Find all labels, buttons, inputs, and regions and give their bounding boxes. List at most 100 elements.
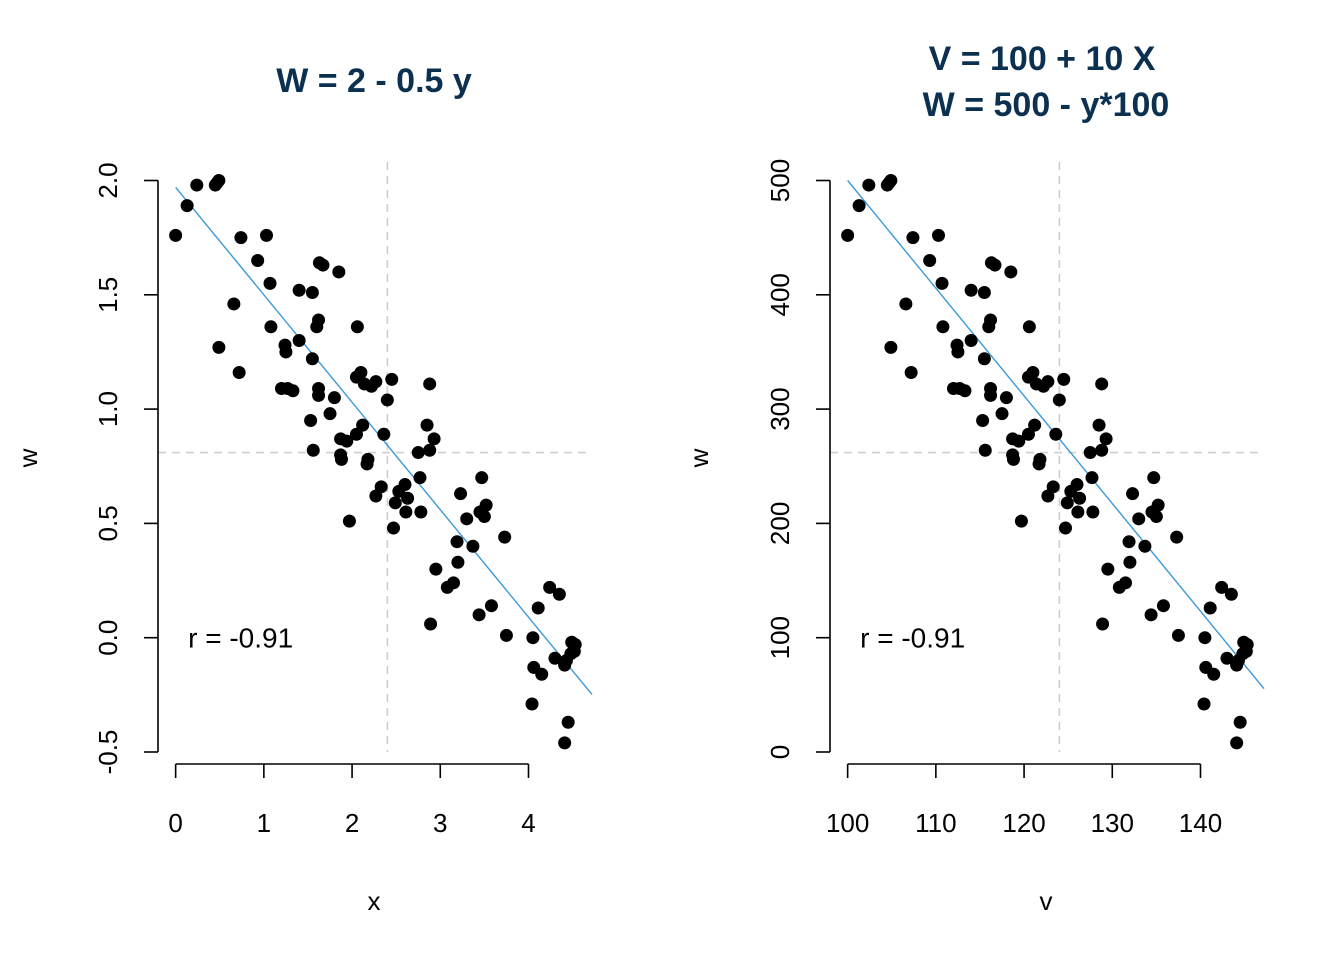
left-data-point [251,254,265,268]
right-data-point [1021,427,1035,441]
left-data-point [558,658,572,672]
right-data-point [1096,617,1110,631]
left-x-tick-label: 3 [433,808,447,838]
right-data-point [995,407,1009,421]
left-data-point [264,320,278,334]
left-data-point [454,487,468,501]
right-data-point [1123,555,1137,569]
left-data-point [413,471,427,485]
right-y-axis-label: w [684,448,714,468]
left-data-point [423,377,437,391]
right-x-axis-label: v [1040,886,1053,916]
left-data-point [472,608,486,622]
right-data-point [984,313,998,327]
left-data-point [312,313,326,327]
right-x-tick-label: 120 [1002,808,1045,838]
right-x-tick-label: 140 [1179,808,1222,838]
right-data-point [1033,452,1047,466]
right-data-point [988,258,1002,272]
right-data-point [1122,535,1136,549]
left-data-point [234,231,248,245]
right-data-point [935,276,949,290]
right-data-point [1086,505,1100,519]
left-data-point [279,345,293,359]
right-data-point [1215,580,1229,594]
right-data-point [899,297,913,311]
left-data-point [535,667,549,681]
right-data-point [1041,375,1055,389]
right-scatter-panel: V = 100 + 10 X W = 500 - y*100 100 110 120… [684,40,1265,916]
right-correlation-annotation: r = -0.91 [860,623,965,654]
right-data-point [906,231,920,245]
right-data-point [1071,505,1085,519]
left-data-point [525,697,539,711]
left-data-point [414,505,428,519]
right-data-point [932,228,945,242]
left-y-tick-label: 0.5 [93,505,123,541]
right-data-point [978,443,992,457]
left-data-point [356,418,370,432]
right-chart-title-line-1: V = 100 + 10 X [929,40,1156,78]
right-data-point [1132,512,1146,526]
left-scatter-panel: W = 2 - 0.5 y 0 1 2 3 4 -0.5 0.0 0.5 1.0 1.5 2.0 x… [13,62,593,916]
left-data-point [466,539,480,553]
right-data-point [923,254,937,268]
left-y-tick-label: 2.0 [93,162,123,198]
right-data-points [841,174,1254,750]
right-data-point [1101,562,1115,576]
right-data-point [1028,418,1042,432]
left-data-point [399,505,413,519]
right-data-point [1099,432,1113,446]
left-data-point [479,498,493,512]
right-data-point [1095,443,1109,457]
left-data-point [350,320,364,334]
left-data-point [411,446,425,460]
right-axes: 100 110 120 130 140 0 100 200 300 400 500 [765,159,1222,838]
left-data-point [475,471,489,485]
left-data-point [305,286,319,300]
right-data-point [977,286,991,300]
right-x-tick-label: 110 [915,808,956,838]
left-data-point [316,258,330,272]
left-data-point [499,628,513,642]
left-data-point [380,393,394,407]
right-reference-lines [830,162,1264,752]
left-data-point [420,418,434,432]
left-data-point [312,388,326,402]
right-data-point [1171,628,1185,642]
left-x-tick-label: 2 [345,808,359,838]
left-data-point [369,375,383,389]
right-data-point [1022,320,1036,334]
right-data-point [1006,452,1020,466]
left-fit-line [175,186,593,695]
left-data-point [423,443,437,457]
right-data-point [1119,576,1133,590]
left-data-point [374,480,388,494]
right-x-tick-label: 130 [1091,808,1134,838]
right-data-point [936,320,950,334]
right-data-point [884,340,898,354]
left-data-point [450,535,464,549]
right-data-point [964,334,978,348]
right-data-point [1070,478,1084,492]
right-data-point [1049,427,1063,441]
right-data-point [1052,393,1066,407]
left-data-point [180,199,194,213]
right-data-point [1073,491,1087,505]
right-data-point [976,414,990,428]
right-y-tick-label: 300 [765,387,795,430]
left-data-point [286,384,300,398]
right-data-point [1224,587,1238,601]
left-data-point [212,340,226,354]
right-data-point [1197,697,1211,711]
right-data-point [1004,265,1018,279]
right-data-point [1060,496,1074,510]
left-data-point [427,432,441,446]
left-data-point [334,452,348,466]
right-data-point [1170,530,1184,544]
left-data-point [561,715,575,729]
left-y-axis-label: w [13,448,43,468]
right-data-point [984,388,998,402]
left-data-point [424,617,438,631]
